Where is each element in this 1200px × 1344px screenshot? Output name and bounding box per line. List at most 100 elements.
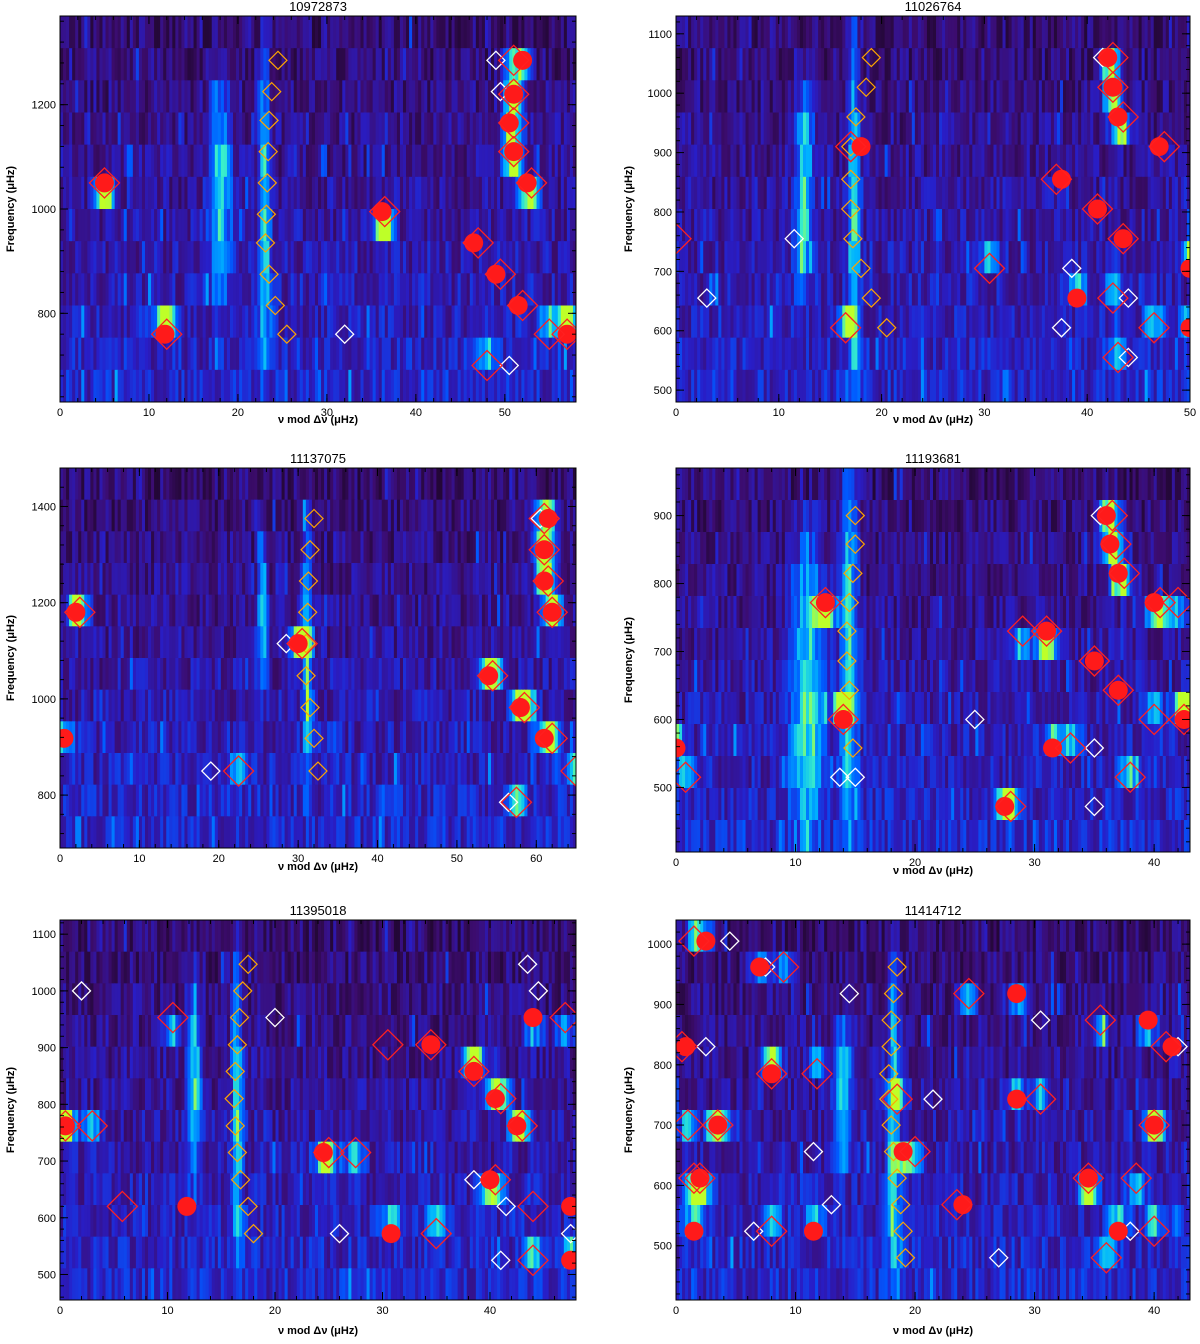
heatmap-cell: [966, 48, 970, 81]
heatmap-cell: [69, 531, 73, 564]
heatmap-cell: [157, 337, 161, 371]
heatmap-cell: [929, 241, 934, 274]
heatmap-cell: [129, 305, 134, 339]
heatmap-cell: [851, 144, 855, 178]
heatmap-cell: [905, 48, 910, 81]
heatmap-cell: [815, 369, 819, 402]
heatmap-cell: [1135, 48, 1140, 81]
heatmap-cell: [890, 241, 895, 274]
heatmap-cell: [172, 112, 176, 146]
heatmap-cell: [154, 369, 158, 402]
heatmap-cell: [448, 16, 453, 49]
heatmap-cell: [911, 48, 916, 81]
heatmap-cell: [854, 273, 859, 307]
orange-diamond-marker: [876, 317, 897, 338]
heatmap-cell: [694, 241, 698, 274]
heatmap-cell: [351, 531, 356, 564]
heatmap-cell: [132, 48, 137, 81]
heatmap-cell: [396, 80, 401, 114]
heatmap-cell: [721, 273, 725, 307]
orange-diamond-marker: [846, 107, 866, 127]
heatmap-cell: [60, 305, 64, 339]
heatmap-cell: [878, 305, 883, 339]
heatmap-cell: [972, 48, 976, 81]
heatmap-cell: [226, 499, 231, 532]
heatmap-cell: [129, 176, 134, 210]
heatmap-cell: [551, 176, 556, 210]
heatmap-cell: [1072, 369, 1076, 402]
heatmap-cell: [793, 337, 798, 371]
heatmap-cell: [357, 176, 362, 210]
heatmap-cell: [893, 176, 898, 210]
heatmap-cell: [866, 144, 871, 178]
heatmap-cell: [969, 337, 973, 371]
heatmap-cell: [254, 499, 258, 532]
heatmap-cell: [308, 337, 313, 371]
heatmap-cell: [697, 305, 701, 339]
heatmap-cell: [427, 499, 431, 532]
heatmap-cell: [933, 337, 937, 371]
heatmap-cell: [972, 305, 976, 339]
heatmap-cell: [1156, 241, 1161, 274]
heatmap-cell: [1171, 16, 1176, 49]
heatmap-cell: [945, 112, 949, 146]
heatmap-cell: [1126, 305, 1131, 339]
heatmap-cell: [251, 305, 255, 339]
heatmap-cell: [260, 80, 264, 114]
heatmap-cell: [1144, 369, 1149, 402]
heatmap-cell: [896, 337, 901, 371]
heatmap-cell: [984, 48, 989, 81]
heatmap-cell: [472, 16, 477, 49]
heatmap-cell: [676, 48, 680, 81]
heatmap-cell: [845, 337, 849, 371]
heatmap-cell: [494, 499, 498, 532]
heatmap-cell: [132, 209, 137, 242]
heatmap-cell: [205, 80, 210, 114]
heatmap-cell: [1087, 337, 1091, 371]
heatmap-cell: [1047, 337, 1052, 371]
heatmap-cell: [515, 337, 519, 371]
heatmap-cell: [372, 241, 377, 274]
heatmap-cell: [229, 241, 234, 274]
heatmap-cell: [851, 176, 855, 210]
heatmap-cell: [272, 273, 277, 307]
heatmap-cell: [875, 305, 880, 339]
heatmap-cell: [187, 16, 192, 49]
heatmap-cell: [908, 369, 913, 402]
heatmap-cell: [957, 112, 961, 146]
heatmap-cell: [251, 337, 255, 371]
heatmap-cell: [1038, 144, 1043, 178]
heatmap-cell: [539, 80, 544, 114]
heatmap-cell: [360, 112, 365, 146]
heatmap-cell: [409, 48, 413, 81]
heatmap-cell: [141, 80, 146, 114]
heatmap-cell: [90, 80, 94, 114]
heatmap-cell: [81, 112, 85, 146]
heatmap-cell: [748, 209, 753, 242]
heatmap-cell: [223, 80, 228, 114]
heatmap-cell: [229, 112, 234, 146]
heatmap-cell: [402, 273, 407, 307]
heatmap-cell: [406, 305, 410, 339]
heatmap-cell: [848, 176, 852, 210]
heatmap-cell: [503, 337, 507, 371]
heatmap-cell: [236, 112, 240, 146]
heatmap-cell: [1186, 16, 1190, 49]
heatmap-cell: [120, 80, 125, 114]
heatmap-cell: [878, 209, 883, 242]
heatmap-cell: [424, 468, 428, 501]
heatmap-cell: [1081, 144, 1085, 178]
heatmap-cell: [390, 305, 395, 339]
heatmap-cell: [360, 16, 365, 49]
heatmap-cell: [1120, 273, 1125, 307]
heatmap-cell: [257, 499, 261, 532]
heatmap-cell: [242, 499, 246, 532]
heatmap-cell: [769, 48, 774, 81]
heatmap-cell: [1023, 144, 1028, 178]
heatmap-cell: [491, 531, 495, 564]
heatmap-cell: [560, 337, 565, 371]
heatmap-cell: [336, 369, 340, 402]
heatmap-cell: [406, 112, 410, 146]
heatmap-cell: [848, 273, 852, 307]
heatmap-cell: [1084, 16, 1088, 49]
